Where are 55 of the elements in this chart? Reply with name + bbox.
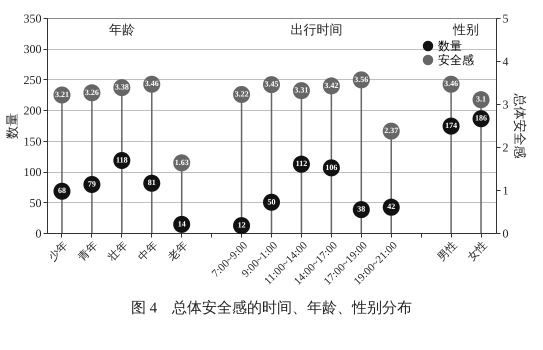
- legend-label: 安全感: [438, 53, 474, 67]
- annotation: 出行时间: [290, 22, 342, 37]
- data-label: 12: [238, 220, 246, 230]
- x-tick-label: 女性: [465, 240, 490, 264]
- data-label: 174: [445, 121, 458, 130]
- x-tick-label: 青年: [76, 238, 100, 264]
- x-tick-label: 少年: [46, 238, 70, 264]
- data-label: 3.31: [294, 86, 308, 95]
- data-label: 3.46: [144, 79, 159, 88]
- y-tick-label: 100: [24, 165, 42, 180]
- data-label: 3.22: [234, 90, 249, 99]
- y-tick-label: 300: [24, 42, 42, 56]
- data-label: 118: [116, 156, 128, 165]
- y-tick-label: 250: [24, 72, 42, 87]
- data-label: 3.42: [324, 80, 338, 90]
- text: 图 4 总体安全感的时间、年龄、性别分布: [130, 299, 412, 316]
- x-tick-label: 壮年: [104, 238, 130, 264]
- annotation: 性别: [452, 22, 480, 37]
- y-axis-title: 数量: [4, 113, 20, 139]
- data-label: 3.46: [444, 79, 458, 88]
- data-label: 68: [58, 186, 66, 196]
- y2-axis-title: 总体安全感: [512, 92, 528, 158]
- y-tick-label: 50: [30, 196, 42, 210]
- data-label: 81: [148, 178, 156, 188]
- x-tick-label: 男性: [436, 240, 460, 264]
- data-label: 3.26: [84, 88, 99, 97]
- y2-tick-label: 4: [502, 54, 508, 68]
- data-label: 14: [178, 219, 186, 228]
- y2-tick-label: 5: [502, 12, 508, 26]
- data-label: 3.38: [114, 82, 129, 92]
- y2-tick-label: 2: [502, 140, 508, 154]
- legend-label: 数量: [438, 39, 462, 53]
- x-tick-label: 老年: [165, 238, 190, 264]
- x-tick-label: 中年: [136, 238, 160, 264]
- data-label: 3.45: [264, 80, 278, 89]
- data-label: 3.56: [354, 74, 368, 84]
- annotation: 年龄: [108, 22, 135, 37]
- y2-tick-label: 0: [502, 226, 508, 240]
- data-label: 186: [475, 114, 488, 123]
- y-tick-label: 0: [36, 226, 42, 240]
- y-tick-label: 350: [24, 12, 42, 26]
- data-label: 42: [387, 202, 396, 212]
- data-label: 112: [296, 159, 308, 168]
- data-label: 79: [88, 179, 96, 188]
- y-tick-label: 150: [24, 134, 42, 148]
- data-label: 106: [325, 162, 338, 172]
- data-label: 1.63: [174, 158, 189, 167]
- data-label: 50: [268, 197, 276, 206]
- data-label: 3.1: [476, 94, 486, 104]
- data-label: 3.21: [54, 90, 69, 99]
- y2-tick-label: 3: [502, 98, 508, 112]
- y-tick-label: 200: [24, 104, 42, 118]
- y2-tick-label: 1: [502, 184, 508, 198]
- data-label: 38: [357, 204, 366, 214]
- data-label: 2.37: [384, 126, 398, 136]
